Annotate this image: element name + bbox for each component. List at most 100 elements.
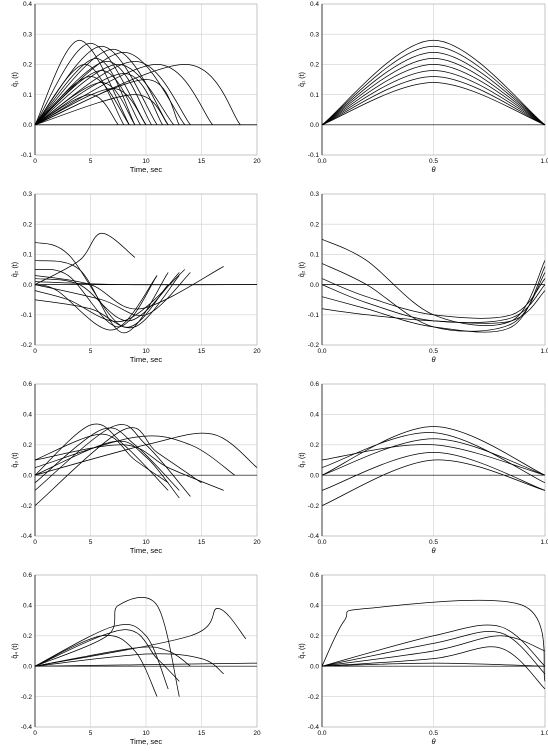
- y-tick-label: -0.2: [308, 503, 320, 510]
- series-line-9: [34, 232, 136, 285]
- series-line-5: [321, 70, 546, 126]
- series-line-0: [34, 597, 180, 697]
- y-tick-label: -0.4: [308, 533, 320, 540]
- series-line-4: [34, 433, 169, 484]
- y-tick-label: 0.2: [23, 633, 32, 640]
- series-line-19: [34, 94, 169, 126]
- y-tick-label: 0.2: [310, 221, 319, 228]
- y-tick-label: 0.3: [23, 31, 32, 38]
- x-tick-label: 0.5: [429, 158, 438, 165]
- y-tick-label: -0.2: [21, 694, 33, 701]
- x-axis-label: Time, sec: [130, 546, 162, 555]
- y-tick-label: -0.2: [21, 342, 33, 349]
- x-tick-label: 20: [253, 348, 261, 355]
- series-line-4: [321, 64, 546, 126]
- x-tick-label: 10: [142, 730, 150, 737]
- x-axis-label: Time, sec: [130, 737, 162, 746]
- x-tick-label: 10: [142, 539, 150, 546]
- y-tick-label: -0.2: [308, 694, 320, 701]
- series-line-3: [321, 635, 546, 667]
- y-tick-label: 0.1: [310, 252, 319, 259]
- y-tick-label: -0.1: [308, 152, 320, 159]
- x-tick-label: 1.0: [540, 158, 548, 165]
- y-tick-label: 0.6: [23, 381, 32, 388]
- y-tick-label: 0.4: [310, 412, 319, 419]
- series-line-4: [34, 608, 247, 667]
- series-line-1: [321, 432, 546, 484]
- series-line-0: [34, 39, 130, 125]
- y-tick-label: 0.2: [23, 62, 32, 69]
- y-tick-label: 0.4: [310, 603, 319, 610]
- y-tick-label: 0.4: [23, 603, 32, 610]
- x-tick-label: 15: [198, 539, 206, 546]
- series-line-0: [321, 426, 546, 476]
- x-tick-label: 0.5: [429, 730, 438, 737]
- series-line-3: [34, 272, 180, 322]
- y-tick-label: 0.4: [23, 1, 32, 8]
- series-line-2: [34, 268, 158, 328]
- series-line-6: [34, 275, 180, 329]
- series-line-8: [34, 444, 224, 491]
- x-axis-label: θ: [431, 355, 435, 364]
- chart-panel-row4-theta: -0.4 -0.2 0.0 0.2 0.4 0.6 0.0 0.5 1.0 θ q̂₄ (t): [299, 572, 548, 746]
- y-axis-label: q̂₃ (t): [299, 452, 306, 468]
- x-tick-label: 15: [198, 730, 206, 737]
- x-tick-label: 15: [198, 348, 206, 355]
- series-line-5: [34, 269, 186, 322]
- series-line-2: [321, 278, 546, 319]
- x-tick-label: 20: [253, 730, 261, 737]
- y-tick-label: 0.0: [310, 122, 319, 129]
- y-tick-label: 0.0: [310, 282, 319, 289]
- series-line-11: [34, 76, 130, 126]
- series-line-6: [34, 435, 236, 476]
- x-axis-label: θ: [431, 165, 435, 174]
- y-tick-label: 0.4: [23, 412, 32, 419]
- series-line-8: [34, 64, 175, 126]
- series-line-3: [34, 629, 180, 682]
- series-line-1: [34, 427, 180, 491]
- x-tick-label: 0.0: [317, 730, 326, 737]
- series-line-7: [34, 662, 258, 667]
- x-axis-label: θ: [431, 737, 435, 746]
- x-tick-label: 5: [89, 158, 93, 165]
- chart-panel-row2-time: -0.2 -0.1 0.0 0.1 0.2 0.3 0 5 10 15 20 Time, sec q̂₂…: [12, 191, 261, 364]
- series-line-0: [34, 423, 169, 491]
- x-tick-label: 0: [33, 158, 37, 165]
- series-line-5: [34, 440, 180, 499]
- series-line-1: [34, 42, 147, 126]
- y-tick-label: 0.2: [23, 442, 32, 449]
- series-line-9: [34, 70, 141, 126]
- x-tick-label: 5: [89, 348, 93, 355]
- chart-panel-row4-time: -0.4 -0.2 0.0 0.2 0.4 0.6 0 5 10 15 20 Time, sec q̂₄…: [12, 572, 261, 746]
- series-line-2: [321, 631, 546, 675]
- series-line-6: [34, 653, 224, 675]
- y-tick-label: -0.1: [21, 312, 33, 319]
- series-line-3: [321, 444, 546, 476]
- series-line-10: [34, 73, 163, 126]
- series-line-1: [321, 45, 546, 126]
- y-tick-label: 0.0: [23, 282, 32, 289]
- y-tick-label: 0.1: [23, 92, 32, 99]
- series-line-0: [321, 599, 546, 682]
- series-line-0: [321, 39, 546, 126]
- x-tick-label: 0: [33, 348, 37, 355]
- series-line-4: [321, 452, 546, 491]
- x-axis-label: Time, sec: [130, 355, 162, 364]
- y-tick-label: -0.2: [308, 342, 320, 349]
- series-line-7: [34, 432, 258, 476]
- y-axis-label: q̂₂ (t): [299, 262, 306, 277]
- series-line-5: [34, 646, 191, 667]
- x-tick-label: 20: [253, 158, 261, 165]
- x-tick-label: 5: [89, 730, 93, 737]
- y-axis-label: q̂₂ (t): [12, 262, 19, 277]
- x-tick-label: 0.5: [429, 348, 438, 355]
- series-line-10: [34, 281, 258, 286]
- y-axis-label: q̂₁ (t): [12, 72, 19, 87]
- y-tick-label: 0.0: [23, 122, 32, 129]
- y-axis-label: q̂₄ (t): [12, 643, 19, 659]
- series-line-3: [34, 48, 169, 126]
- series-line-5: [321, 459, 546, 506]
- y-tick-label: 0.0: [23, 472, 32, 479]
- y-tick-label: 0.3: [310, 191, 319, 198]
